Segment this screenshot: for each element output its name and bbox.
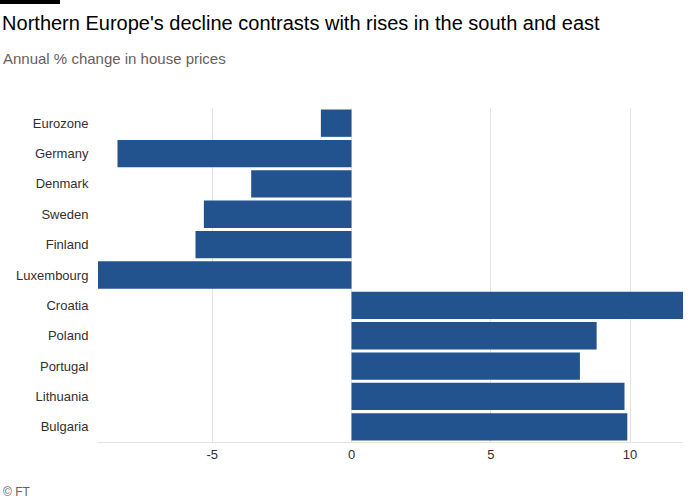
svg-text:0: 0: [348, 447, 355, 462]
svg-text:Luxembourg: Luxembourg: [16, 268, 88, 283]
svg-text:5: 5: [487, 447, 494, 462]
svg-text:Annual % change in house price: Annual % change in house prices: [3, 50, 226, 67]
svg-text:Denmark: Denmark: [36, 176, 89, 191]
svg-text:Finland: Finland: [46, 237, 89, 252]
svg-text:Northern Europe's decline cont: Northern Europe's decline contrasts with…: [2, 12, 600, 34]
svg-text:Eurozone: Eurozone: [33, 116, 89, 131]
svg-text:Portugal: Portugal: [40, 359, 89, 374]
svg-text:Poland: Poland: [48, 328, 88, 343]
svg-text:10: 10: [623, 447, 637, 462]
svg-text:Croatia: Croatia: [46, 298, 89, 313]
svg-text:Bulgaria: Bulgaria: [41, 419, 89, 434]
svg-text:Lithuania: Lithuania: [36, 389, 90, 404]
svg-text:Sweden: Sweden: [41, 207, 88, 222]
svg-text:© FT: © FT: [3, 485, 31, 499]
svg-text:Germany: Germany: [35, 146, 89, 161]
svg-text:-5: -5: [206, 447, 218, 462]
